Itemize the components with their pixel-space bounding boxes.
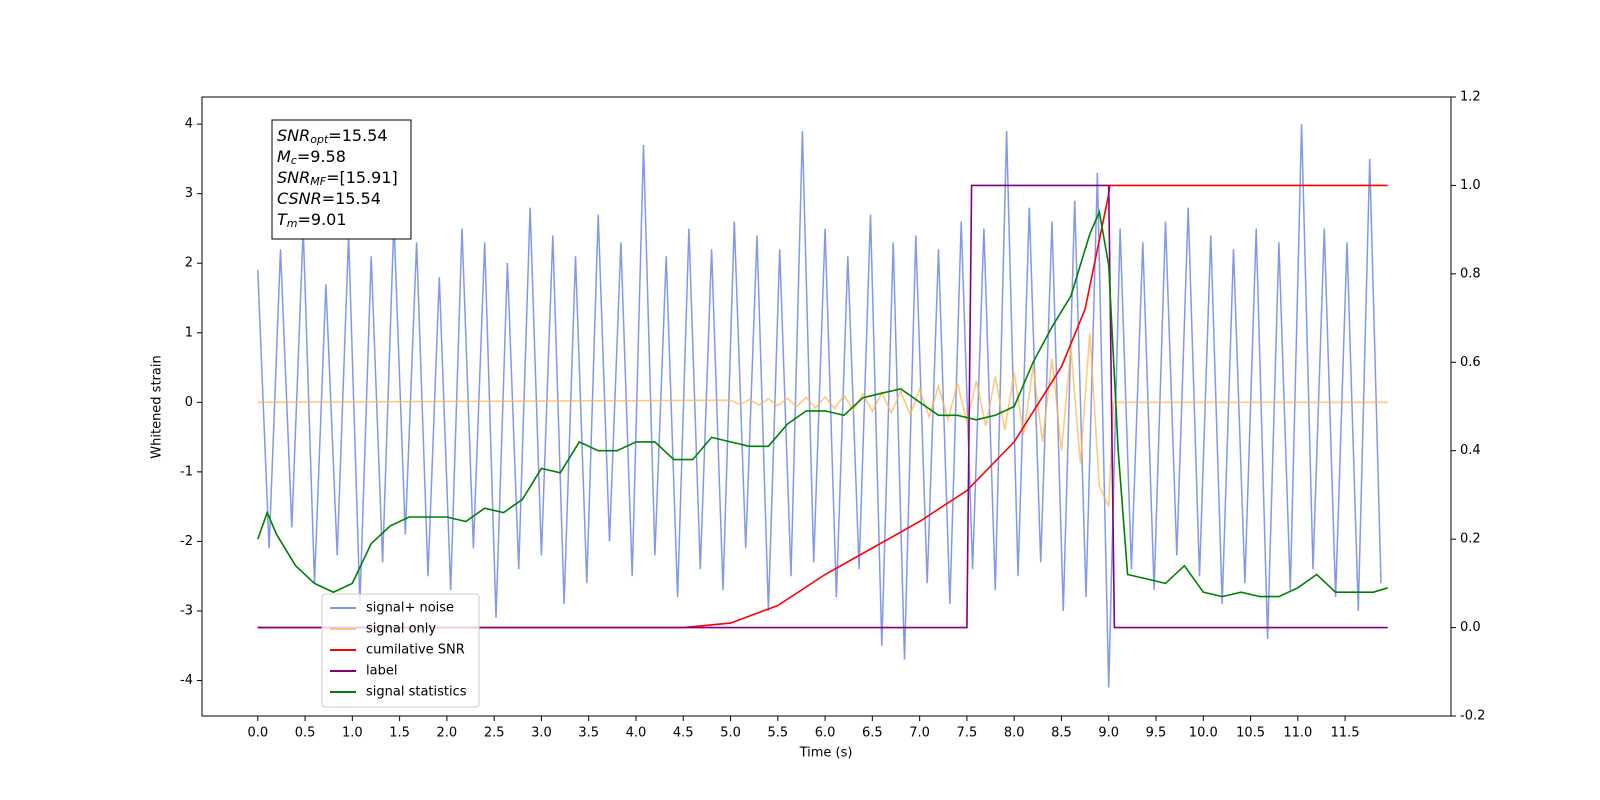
annotation-text: =9.01	[298, 210, 347, 229]
x-tick-label: 11.5	[1331, 726, 1360, 741]
annotation-text: =9.58	[297, 147, 346, 166]
x-tick-label: 1.5	[389, 726, 410, 741]
x-tick-label: 2.0	[437, 726, 458, 741]
y-axis-label: Whitened strain	[150, 355, 165, 458]
y-tick-label: -2	[180, 534, 193, 549]
y2-tick-label: 1.2	[1460, 90, 1481, 105]
annotation-symbol: SNR	[277, 168, 310, 187]
x-tick-label: 9.5	[1146, 726, 1167, 741]
annotation-text: =15.54	[328, 126, 387, 145]
y-tick-label: 2	[185, 256, 193, 271]
y-tick-label: -3	[180, 603, 193, 618]
annotation-subscript: MF	[310, 175, 326, 188]
annotation-symbol: SNR	[277, 126, 310, 145]
y2-tick-label: 0.8	[1460, 266, 1481, 281]
legend-label: signal+ noise	[366, 601, 454, 616]
x-tick-label: 7.5	[957, 726, 978, 741]
legend-label: cumilative SNR	[366, 643, 465, 658]
annotation-symbol: M	[277, 147, 291, 166]
annotation-subscript: m	[287, 217, 298, 230]
series-line	[257, 184, 1388, 629]
annotation: SNRMF=[15.91]	[277, 168, 398, 189]
x-tick-label: 5.5	[767, 726, 788, 741]
x-tick-label: 10.0	[1189, 726, 1218, 741]
x-tick-label: 8.0	[1004, 726, 1025, 741]
x-tick-label: 3.0	[531, 726, 552, 741]
annotation: SNRopt=15.54	[277, 126, 388, 147]
annotation-box	[271, 119, 412, 240]
x-tick-label: 5.0	[720, 726, 741, 741]
annotation: Mc=9.58	[277, 147, 346, 168]
annotation: CSNR=15.54	[277, 189, 381, 208]
series-line	[257, 209, 1388, 598]
annotation-symbol: CSNR	[277, 189, 322, 208]
y-tick-label: 3	[185, 186, 193, 201]
y-tick-label: 0	[185, 395, 193, 410]
y-tick-label: -4	[180, 673, 193, 688]
legend-label: signal only	[366, 622, 436, 637]
legend-box	[321, 593, 480, 708]
x-axis-label: Time (s)	[799, 746, 853, 761]
x-tick-label: 6.0	[815, 726, 836, 741]
annotation: Tm=9.01	[277, 210, 347, 231]
legend-label: label	[366, 664, 397, 679]
annotation-subscript: opt	[310, 133, 329, 146]
y-tick-label: 4	[185, 117, 193, 132]
series-line	[257, 124, 1382, 688]
y-tick-label: -1	[180, 464, 193, 479]
annotation-text: =15.54	[322, 189, 381, 208]
x-tick-label: 10.5	[1236, 726, 1265, 741]
x-tick-label: 0.5	[295, 726, 316, 741]
y2-tick-label: 0.4	[1460, 443, 1481, 458]
x-tick-label: 2.5	[484, 726, 505, 741]
y2-tick-label: 0.6	[1460, 355, 1481, 370]
x-tick-label: 9.0	[1098, 726, 1119, 741]
x-tick-label: 7.0	[909, 726, 930, 741]
annotation-symbol: T	[277, 210, 288, 229]
y-tick-label: 1	[185, 325, 193, 340]
x-tick-label: 11.0	[1283, 726, 1312, 741]
x-tick-label: 3.5	[578, 726, 599, 741]
series-line	[257, 184, 1388, 629]
x-tick-label: 6.5	[862, 726, 883, 741]
x-tick-label: 4.5	[673, 726, 694, 741]
annotation-subscript: c	[291, 154, 297, 167]
x-tick-label: 0.0	[247, 726, 268, 741]
legend-label: signal statistics	[366, 685, 467, 700]
y2-tick-label: 1.0	[1460, 178, 1481, 193]
y2-tick-label: -0.2	[1460, 709, 1485, 724]
series-line	[257, 332, 1388, 508]
annotation-text: =[15.91]	[326, 168, 398, 187]
y2-tick-label: 0.0	[1460, 620, 1481, 635]
x-tick-label: 8.5	[1051, 726, 1072, 741]
x-tick-label: 1.0	[342, 726, 363, 741]
x-tick-label: 4.0	[626, 726, 647, 741]
plot-frame	[201, 96, 1452, 717]
y2-tick-label: 0.2	[1460, 532, 1481, 547]
